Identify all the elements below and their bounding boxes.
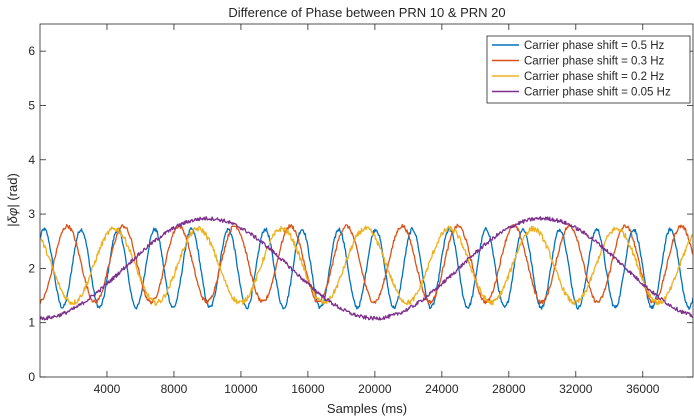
y-tick-label: 3	[28, 207, 35, 221]
y-tick-label: 2	[28, 261, 35, 275]
y-axis-label-symbol: δφ	[5, 207, 20, 223]
y-axis-label-rest: | (rad)	[5, 173, 20, 207]
x-tick-label: 10000	[224, 382, 258, 396]
y-tick-label: 6	[28, 44, 35, 58]
x-tick-label: 24000	[425, 382, 459, 396]
y-tick-label: 5	[28, 98, 35, 112]
axes-layer: 4000 8000 10000 16000 20000 24000 28000 32000 36…	[28, 23, 694, 396]
series-line-2	[40, 225, 693, 306]
x-tick-label: 16000	[291, 382, 325, 396]
legend: Carrier phase shift = 0.5 Hz Carrier phas…	[486, 35, 691, 104]
series-line-3	[40, 216, 693, 321]
x-tick-label: 8000	[161, 382, 188, 396]
x-tick-label: 4000	[94, 382, 121, 396]
y-tick-label: 4	[28, 153, 35, 167]
x-tick-label: 28000	[492, 382, 526, 396]
series-layer	[40, 216, 693, 321]
series-line-0	[40, 226, 693, 310]
y-axis-label: |δφ| (rad)	[5, 173, 20, 227]
axes-box	[39, 23, 694, 378]
y-tick-label: 0	[28, 370, 35, 384]
legend-box	[486, 35, 691, 104]
y-tick-label: 1	[28, 316, 35, 330]
x-tick-label: 20000	[358, 382, 392, 396]
legend-entry-label: Carrier phase shift = 0.05 Hz	[524, 87, 671, 99]
x-axis-label: Samples (ms)	[327, 401, 407, 416]
y-axis-label-bar-left: |	[5, 223, 20, 226]
legend-entry-label: Carrier phase shift = 0.3 Hz	[524, 56, 665, 68]
legend-entry-label: Carrier phase shift = 0.2 Hz	[524, 71, 665, 83]
x-tick-label: 32000	[559, 382, 593, 396]
x-tick-label: 36000	[626, 382, 660, 396]
series-line-1	[40, 223, 693, 305]
chart-title: Difference of Phase between PRN 10 & PRN…	[228, 5, 505, 20]
legend-entry-label: Carrier phase shift = 0.5 Hz	[524, 40, 665, 52]
